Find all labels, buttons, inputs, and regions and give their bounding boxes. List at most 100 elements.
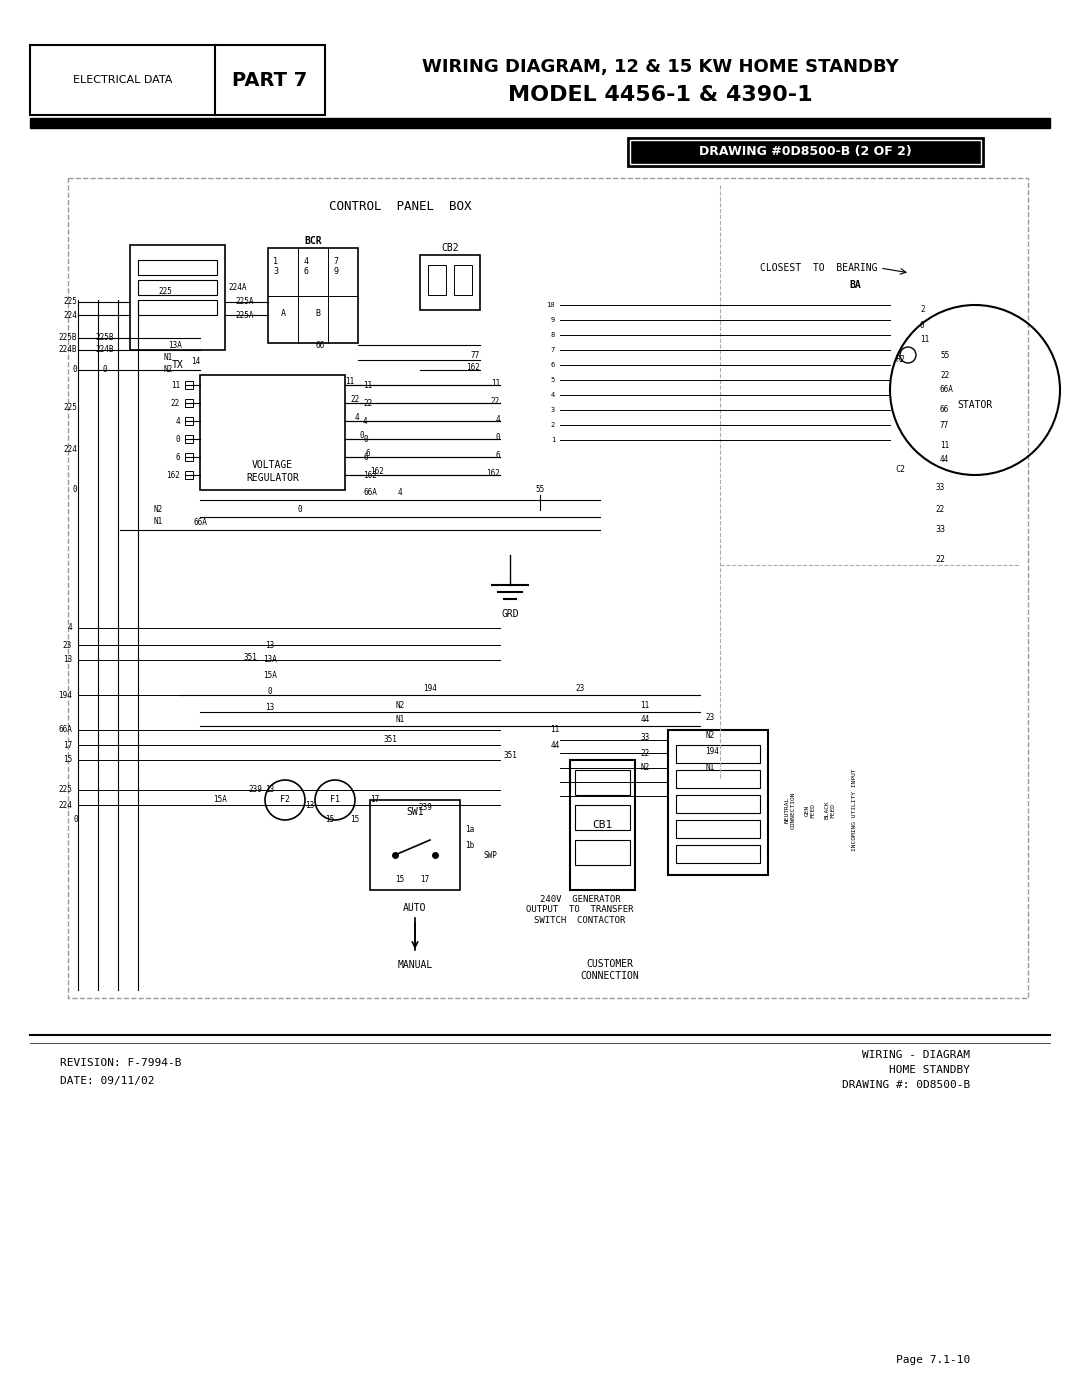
- Bar: [268, 249, 357, 344]
- Bar: [185, 434, 193, 443]
- Text: ELECTRICAL DATA: ELECTRICAL DATA: [72, 75, 172, 85]
- Text: 17: 17: [370, 795, 380, 805]
- Text: CUSTOMER
CONNECTION: CUSTOMER CONNECTION: [581, 960, 639, 981]
- Text: 15: 15: [350, 816, 360, 824]
- Text: 22: 22: [363, 398, 373, 408]
- Text: 33: 33: [935, 525, 945, 535]
- Text: STATOR: STATOR: [957, 400, 993, 409]
- Bar: [30, 45, 325, 115]
- Text: 13: 13: [63, 655, 72, 665]
- Text: 162: 162: [467, 363, 480, 373]
- Text: 0: 0: [268, 687, 272, 697]
- Text: 225: 225: [63, 402, 77, 412]
- Text: 4: 4: [397, 488, 403, 497]
- Text: 11: 11: [920, 335, 929, 345]
- Bar: [627, 138, 983, 166]
- Text: 13: 13: [266, 704, 274, 712]
- Text: 1b: 1b: [465, 841, 474, 849]
- Text: 22: 22: [935, 506, 944, 514]
- Text: 0: 0: [72, 486, 77, 495]
- Bar: [138, 300, 217, 314]
- Bar: [676, 845, 760, 863]
- Text: 4: 4: [363, 416, 367, 426]
- Text: 4: 4: [496, 415, 500, 423]
- Text: 194: 194: [705, 747, 719, 757]
- Text: 9: 9: [551, 317, 555, 323]
- Text: BCR: BCR: [305, 236, 322, 246]
- Bar: [575, 805, 630, 830]
- Text: CLOSEST  TO  BEARING: CLOSEST TO BEARING: [760, 263, 877, 272]
- Text: 0: 0: [496, 433, 500, 441]
- Text: 0: 0: [73, 816, 78, 824]
- Bar: [630, 140, 981, 163]
- Text: 225B: 225B: [58, 334, 77, 342]
- Text: CB2: CB2: [442, 243, 459, 253]
- Text: 22: 22: [935, 556, 945, 564]
- Text: 17: 17: [420, 876, 430, 884]
- Bar: [185, 453, 193, 461]
- Text: 224B: 224B: [96, 345, 114, 355]
- Bar: [428, 265, 446, 295]
- Text: 11: 11: [345, 377, 354, 387]
- Text: 44: 44: [640, 715, 650, 725]
- Text: 66A: 66A: [58, 725, 72, 735]
- Text: 0: 0: [175, 434, 180, 443]
- Text: AUTO: AUTO: [403, 902, 427, 914]
- Text: 77: 77: [471, 351, 480, 359]
- Text: 4: 4: [355, 414, 360, 422]
- Text: C2: C2: [895, 465, 905, 475]
- Text: 15: 15: [395, 876, 405, 884]
- Text: 1: 1: [273, 257, 279, 265]
- Text: 2: 2: [551, 422, 555, 427]
- Text: 15A: 15A: [264, 671, 276, 679]
- Bar: [575, 840, 630, 865]
- Bar: [185, 400, 193, 407]
- Text: 33: 33: [640, 733, 650, 742]
- Bar: [185, 471, 193, 479]
- Text: NEUTRAL
CONNECTION: NEUTRAL CONNECTION: [784, 791, 795, 828]
- Text: 13A: 13A: [264, 655, 276, 665]
- Text: 11: 11: [363, 380, 373, 390]
- Text: 1: 1: [551, 437, 555, 443]
- Text: 22: 22: [171, 398, 180, 408]
- Text: 0: 0: [298, 504, 302, 514]
- Text: 225B: 225B: [96, 334, 114, 342]
- Bar: [454, 265, 472, 295]
- Text: MODEL 4456-1 & 4390-1: MODEL 4456-1 & 4390-1: [508, 85, 812, 105]
- Text: 194: 194: [423, 685, 437, 693]
- Bar: [676, 770, 760, 788]
- Text: 1a: 1a: [465, 826, 474, 834]
- Bar: [185, 381, 193, 388]
- Text: 11: 11: [640, 700, 650, 710]
- Text: N1: N1: [153, 517, 163, 527]
- Text: GEN
FEED: GEN FEED: [805, 802, 815, 817]
- Bar: [575, 770, 630, 795]
- Text: 224A: 224A: [228, 284, 246, 292]
- Text: 7: 7: [551, 346, 555, 353]
- Text: DRAWING #0D8500-B (2 OF 2): DRAWING #0D8500-B (2 OF 2): [699, 145, 912, 158]
- Text: 239: 239: [248, 785, 262, 795]
- Text: 224: 224: [63, 446, 77, 454]
- Text: 22: 22: [350, 395, 360, 405]
- Text: VOLTAGE: VOLTAGE: [252, 460, 293, 469]
- Text: 66A: 66A: [193, 518, 207, 527]
- Text: 240V  GENERATOR
OUTPUT  TO  TRANSFER
SWITCH  CONTACTOR: 240V GENERATOR OUTPUT TO TRANSFER SWITCH…: [526, 895, 634, 925]
- Text: 0: 0: [72, 366, 77, 374]
- Text: DATE: 09/11/02: DATE: 09/11/02: [60, 1076, 154, 1085]
- Text: 3: 3: [551, 407, 555, 414]
- Text: BLACK
FEED: BLACK FEED: [825, 800, 836, 820]
- Text: 162: 162: [363, 471, 377, 479]
- Text: 2: 2: [920, 306, 924, 314]
- Text: WIRING - DIAGRAM: WIRING - DIAGRAM: [862, 1051, 970, 1060]
- Text: 6: 6: [920, 320, 924, 330]
- Bar: [420, 256, 480, 310]
- Text: 6: 6: [363, 453, 367, 461]
- Text: 33: 33: [935, 483, 944, 493]
- Text: 15: 15: [63, 756, 72, 764]
- Bar: [669, 731, 768, 875]
- Bar: [200, 374, 345, 490]
- Text: 23: 23: [63, 640, 72, 650]
- Text: A: A: [281, 309, 285, 317]
- Bar: [68, 177, 1028, 997]
- Text: N2: N2: [395, 701, 405, 710]
